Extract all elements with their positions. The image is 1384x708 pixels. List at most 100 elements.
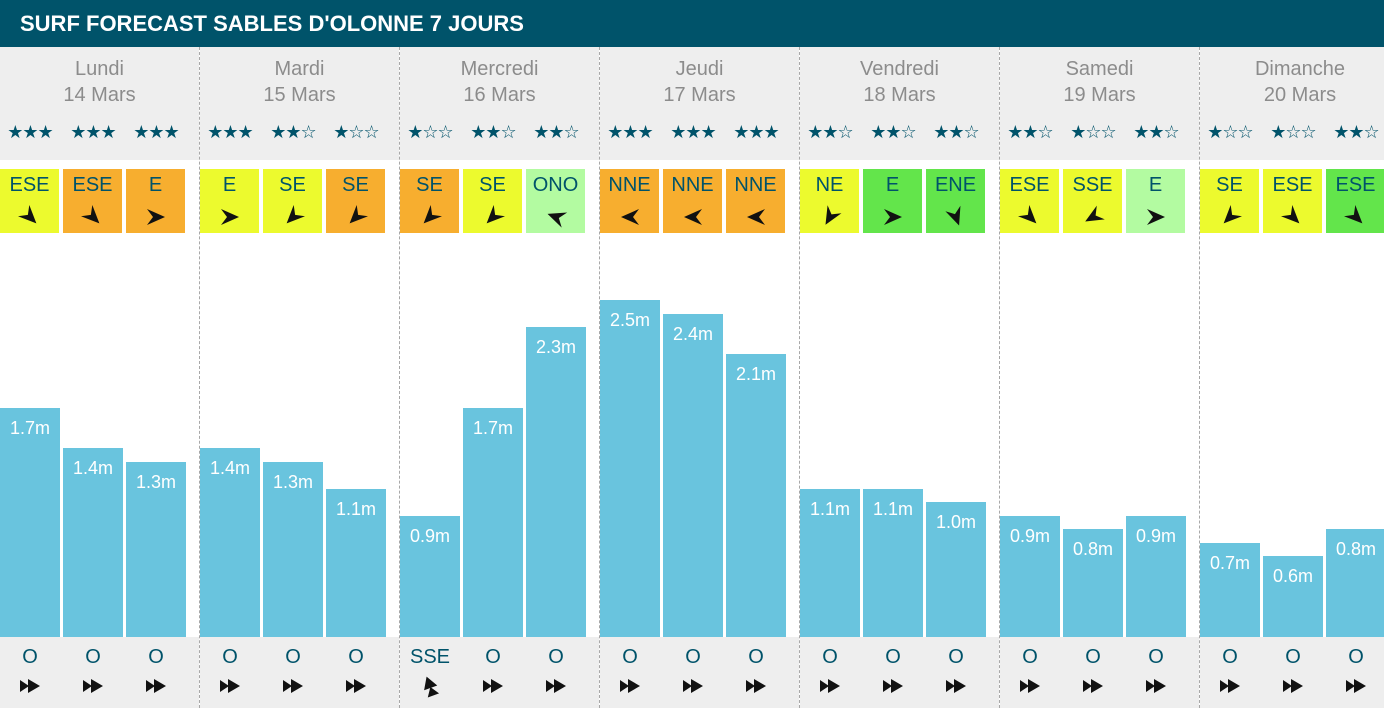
- swell-direction: O: [548, 646, 564, 668]
- wave-height-bar: 1.1m: [800, 489, 860, 637]
- rating-stars: ★★☆: [470, 122, 516, 143]
- swell-direction: O: [1148, 646, 1164, 668]
- rating-stars: ★☆☆: [1207, 122, 1253, 143]
- wind-direction: ENE: [934, 174, 977, 196]
- wind-direction: E: [885, 174, 900, 196]
- wind-direction: ESE: [1272, 174, 1313, 196]
- swell-direction: O: [485, 646, 501, 668]
- wave-height-bar: 1.3m: [126, 462, 186, 637]
- wave-height-bar: 1.3m: [263, 462, 323, 637]
- wave-height-label: 1.4m: [72, 458, 114, 478]
- wind-badge: SSE: [1063, 169, 1122, 233]
- wind-direction: E: [222, 174, 237, 196]
- swell-direction: O: [822, 646, 838, 668]
- swell-direction: O: [885, 646, 901, 668]
- wave-height-bar: 0.9m: [1000, 516, 1060, 637]
- swell-strip: [600, 637, 799, 708]
- wave-height-bar: 1.1m: [863, 489, 923, 637]
- wave-height-label: 1.7m: [472, 418, 514, 438]
- wave-height-label: 2.1m: [735, 364, 777, 384]
- swell-strip: [200, 637, 399, 708]
- wave-height-bar: 0.8m: [1326, 529, 1384, 637]
- rating-stars: ★☆☆: [1270, 122, 1316, 143]
- swell-direction: O: [285, 646, 301, 668]
- bar-slot: 0.9m: [1000, 233, 1060, 637]
- wind-direction: SE: [479, 174, 506, 196]
- wave-height-label: 0.9m: [409, 526, 451, 546]
- rating-stars: ★★★: [7, 122, 53, 143]
- bar-slot: 1.1m: [326, 233, 386, 637]
- day-header: Lundi 14 Mars: [0, 47, 199, 160]
- day-header: Mardi 15 Mars: [200, 47, 399, 160]
- rating-stars: ★★★: [607, 122, 653, 143]
- wave-height-bar: 1.4m: [63, 448, 123, 637]
- wave-height-bar: 1.7m: [0, 408, 60, 637]
- swell-strip: [0, 637, 199, 708]
- wind-badge: ESE: [63, 169, 122, 233]
- page-title: SURF FORECAST SABLES D'OLONNE 7 JOURS: [0, 0, 1384, 47]
- wind-badge: SE: [263, 169, 322, 233]
- day-name: Jeudi: [675, 58, 724, 80]
- bar-slot: 2.1m: [726, 233, 786, 637]
- wave-height-label: 2.4m: [672, 324, 714, 344]
- wave-height-label: 1.4m: [209, 458, 251, 478]
- day-date: 15 Mars: [263, 84, 336, 106]
- wave-height-bar: 0.9m: [1126, 516, 1186, 637]
- wind-direction: NE: [815, 174, 844, 196]
- rating-stars: ★★★: [670, 122, 716, 143]
- wind-direction: E: [148, 174, 163, 196]
- wave-height-label: 0.7m: [1209, 553, 1251, 573]
- wind-direction: ONO: [532, 174, 579, 196]
- bar-slot: 0.9m: [1126, 233, 1186, 637]
- swell-direction: O: [622, 646, 638, 668]
- rating-stars: ★★☆: [1333, 122, 1379, 143]
- wind-badge: ESE: [1263, 169, 1322, 233]
- wave-height-label: 2.3m: [535, 337, 577, 357]
- swell-direction: O: [222, 646, 238, 668]
- wind-badge: ONO: [526, 169, 585, 233]
- wave-height-bar: 1.7m: [463, 408, 523, 637]
- day-column: Lundi 14 Mars ★★★ ESE 1.7m O ★★★ ESE 1.4m O ★★★ E 1.…: [0, 47, 200, 708]
- swell-direction: O: [1348, 646, 1364, 668]
- day-name: Samedi: [1065, 58, 1134, 80]
- day-header: Vendredi 18 Mars: [800, 47, 999, 160]
- wave-height-label: 1.1m: [809, 499, 851, 519]
- wave-height-label: 0.9m: [1009, 526, 1051, 546]
- day-column: Samedi 19 Mars ★★☆ ESE 0.9m O ★☆☆ SSE 0.8m O ★★☆ E 0…: [1000, 47, 1200, 708]
- day-name: Lundi: [75, 58, 124, 80]
- day-date: 20 Mars: [1263, 84, 1337, 106]
- wind-badge: SE: [1200, 169, 1259, 233]
- wave-height-bar: 1.4m: [200, 448, 260, 637]
- wind-direction: ESE: [72, 174, 113, 196]
- rating-stars: ★☆☆: [407, 122, 453, 143]
- bar-slot: 1.4m: [200, 233, 260, 637]
- day-header: Mercredi 16 Mars: [400, 47, 599, 160]
- bar-slot: 2.3m: [526, 233, 586, 637]
- swell-direction: O: [148, 646, 164, 668]
- rating-stars: ★★☆: [270, 122, 316, 143]
- swell-direction: SSE: [409, 646, 451, 668]
- wind-badge: ESE: [1000, 169, 1059, 233]
- day-header: Jeudi 17 Mars: [600, 47, 799, 160]
- wave-height-bar: 1.0m: [926, 502, 986, 637]
- day-date: 14 Mars: [63, 84, 136, 106]
- rating-stars: ★★★: [133, 122, 179, 143]
- wave-height-bar: 2.4m: [663, 314, 723, 637]
- wind-badge: SE: [463, 169, 522, 233]
- day-name: Dimanche: [1254, 58, 1346, 80]
- wave-height-bar: 0.7m: [1200, 543, 1260, 637]
- rating-stars: ★★☆: [533, 122, 579, 143]
- wind-badge: SE: [326, 169, 385, 233]
- swell-direction: O: [22, 646, 38, 668]
- bar-slot: 1.1m: [800, 233, 860, 637]
- wind-direction: SE: [416, 174, 443, 196]
- rating-stars: ★★☆: [1133, 122, 1179, 143]
- wave-height-bar: 0.9m: [400, 516, 460, 637]
- day-column: Mardi 15 Mars ★★★ E 1.4m O ★★☆ SE 1.3m O ★☆☆ SE 1.1m…: [200, 47, 400, 708]
- bar-slot: 1.4m: [63, 233, 123, 637]
- day-header: Samedi 19 Mars: [1000, 47, 1199, 160]
- wave-height-bar: 1.1m: [326, 489, 386, 637]
- wind-badge: NNE: [663, 169, 722, 233]
- bar-slot: 0.8m: [1063, 233, 1123, 637]
- wind-direction: SE: [1216, 174, 1243, 196]
